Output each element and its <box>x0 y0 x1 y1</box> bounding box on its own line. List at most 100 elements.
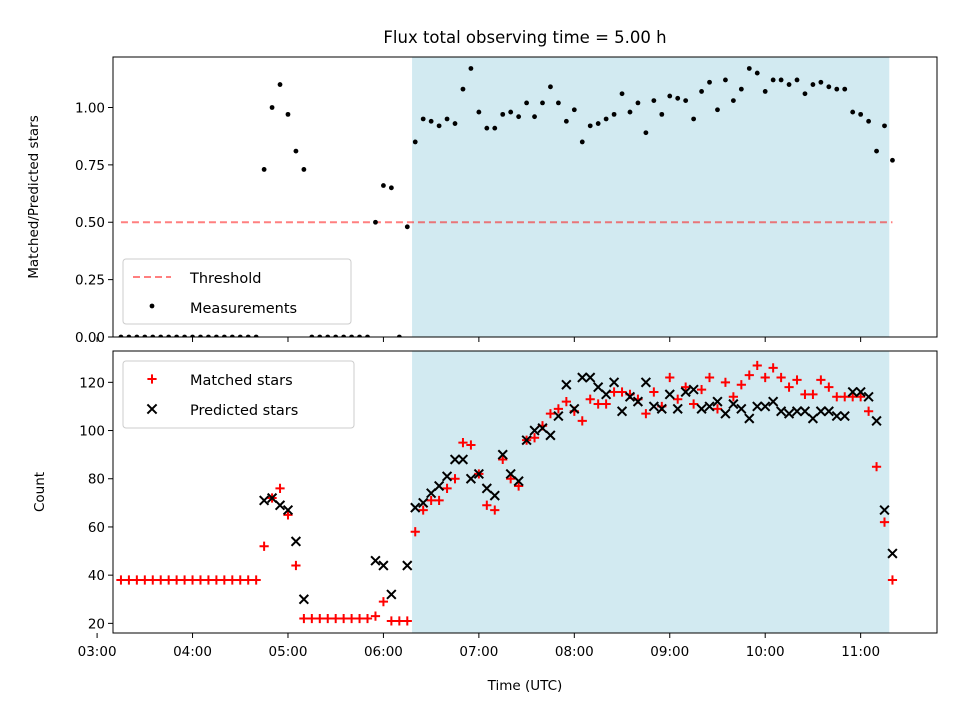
matched-star-point <box>689 399 699 409</box>
y-tick-label: 80 <box>88 472 105 488</box>
predicted-star-point <box>290 536 302 547</box>
matched-star-point <box>681 382 691 392</box>
predicted-star-point <box>457 454 469 465</box>
measurement-point <box>603 116 609 122</box>
measurement-point <box>675 95 681 101</box>
measurement-point <box>309 334 315 337</box>
x-tick-label: 06:00 <box>364 644 403 660</box>
legend-matched-swatch <box>147 374 157 384</box>
measurement-point <box>730 98 736 104</box>
predicted-star-point <box>680 386 691 398</box>
matched-star-point <box>203 575 214 585</box>
measurement-point <box>213 334 219 337</box>
legend-predicted-swatch <box>146 403 158 415</box>
y-tick-label: 0.25 <box>75 273 105 289</box>
matched-star-point <box>704 372 715 383</box>
y-tick-label: 0.00 <box>75 330 105 346</box>
matched-star-point <box>840 392 850 402</box>
measurement-point <box>396 334 402 337</box>
measurement-point <box>691 116 697 122</box>
predicted-star-point <box>664 389 675 400</box>
count-panel: 20 40 60 80 100 120 03:00 04:00 05:00 06:00 07:00 0… <box>32 350 938 660</box>
predicted-star-point <box>831 410 842 422</box>
predicted-star-point <box>839 410 850 422</box>
measurement-point <box>611 111 617 117</box>
matched-star-point <box>744 370 754 380</box>
measurement-point <box>158 334 164 337</box>
x-tick-label: 08:00 <box>555 644 594 660</box>
plot-area <box>116 360 898 626</box>
predicted-star-point <box>688 384 699 395</box>
measurement-point <box>142 334 148 337</box>
predicted-star-point <box>887 548 898 559</box>
predicted-star-point <box>616 406 628 417</box>
matched-star-point <box>529 433 540 443</box>
matched-star-point <box>299 613 309 624</box>
matched-star-point <box>386 616 396 626</box>
matched-star-point <box>394 616 404 626</box>
observing-window-band <box>412 57 890 337</box>
measurement-point <box>715 107 720 113</box>
measurement-point <box>118 334 124 337</box>
legend-measurements-label: Measurements <box>190 301 297 317</box>
measurement-point <box>882 123 887 129</box>
measurement-point <box>723 77 728 83</box>
matched-star-point <box>179 575 190 585</box>
measurement-point <box>150 334 156 337</box>
matched-star-point <box>712 404 723 414</box>
matched-star-point <box>553 404 564 414</box>
matched-star-point <box>275 483 285 493</box>
measurement-point <box>412 139 418 145</box>
series-measurements <box>118 66 895 337</box>
predicted-star-point <box>855 386 866 398</box>
measurement-point <box>643 130 649 136</box>
axes-frame <box>112 350 938 634</box>
predicted-star-point <box>266 492 278 504</box>
predicted-star-point <box>648 401 659 412</box>
x-tick-label: 07:00 <box>459 644 498 660</box>
matched-star-point <box>140 575 150 585</box>
matched-star-point <box>116 575 126 585</box>
matched-star-point <box>871 462 882 472</box>
y-tick-label: 100 <box>79 424 105 440</box>
matched-star-point <box>728 392 738 402</box>
matched-star-point <box>156 575 166 585</box>
measurement-point <box>571 107 577 113</box>
matched-star-point <box>235 575 245 585</box>
measurement-point <box>253 334 259 337</box>
predicted-star-point <box>569 403 580 414</box>
predicted-star-point <box>776 406 787 417</box>
measurement-point <box>595 121 601 126</box>
predicted-star-point <box>847 386 858 398</box>
predicted-star-point <box>608 377 620 388</box>
predicted-star-point <box>720 408 731 419</box>
y-tick-label: 120 <box>79 375 105 391</box>
predicted-star-point <box>728 398 739 410</box>
measurement-point <box>349 334 355 337</box>
measurement-point <box>794 77 800 83</box>
predicted-star-point <box>799 406 811 417</box>
measurement-point <box>190 334 195 337</box>
matched-star-point <box>641 409 651 419</box>
predicted-star-point <box>418 497 429 508</box>
matched-star-point <box>720 377 731 387</box>
predicted-star-point <box>537 423 548 434</box>
measurement-point <box>229 334 235 337</box>
matched-star-point <box>354 613 365 624</box>
y-axis-label: Count <box>32 472 48 512</box>
measurement-point <box>404 224 410 230</box>
matched-star-point <box>450 474 460 484</box>
predicted-star-point <box>433 480 445 492</box>
measurement-point <box>587 123 593 129</box>
matched-star-point <box>466 440 476 450</box>
predicted-star-point <box>823 406 834 417</box>
matched-star-point <box>410 527 420 537</box>
matched-star-point <box>792 375 802 385</box>
matched-star-point <box>251 575 261 585</box>
measurement-point <box>754 70 760 76</box>
measurement-point <box>381 183 386 188</box>
measurement-point <box>770 77 776 83</box>
y-tick-label: 20 <box>88 616 105 632</box>
matched-star-point <box>609 387 619 397</box>
